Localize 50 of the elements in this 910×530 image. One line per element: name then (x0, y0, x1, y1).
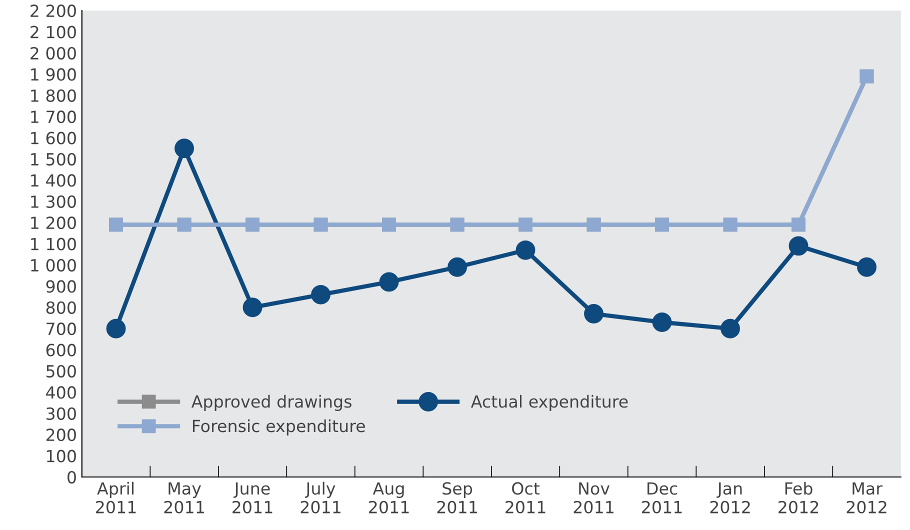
point (652, 312, 672, 332)
y-tick-label: 600 (46, 344, 76, 356)
y-tick-label: 1 800 (31, 89, 76, 102)
y-tick-label: 1 400 (31, 174, 76, 187)
y-tick-label: 200 (46, 428, 76, 442)
point (311, 284, 330, 304)
y-tick-label: 1 100 (31, 238, 76, 250)
y-tick-label: 1 900 (31, 68, 76, 81)
point (516, 240, 536, 260)
y-tick-label: 900 (46, 280, 76, 293)
y-tick-label: 300 (46, 407, 76, 420)
x-tick-label: May 2011 (164, 482, 204, 514)
legend-label: Approved drawings (191, 394, 352, 412)
legend-label: Actual expenditure (470, 394, 628, 412)
y-tick-label: 1 200 (31, 216, 76, 230)
point (379, 272, 399, 292)
point (106, 318, 126, 338)
y-tick-label: 100 (47, 450, 76, 462)
y-tick-label: 1 500 (31, 152, 76, 166)
y-tick-label: 1 600 (31, 132, 76, 144)
x-tick-label: Oct 2011 (506, 482, 546, 514)
y-tick-label: 1 700 (31, 110, 76, 124)
x-tick-label: Aug 2011 (369, 482, 409, 514)
x-tick-label: Feb 2012 (778, 482, 818, 514)
y-tick-label: 500 (46, 364, 76, 378)
point (584, 304, 604, 324)
x-tick-label: Dec 2011 (642, 482, 682, 514)
y-tick-label: 2 000 (30, 46, 76, 60)
x-tick-label: Sep 2011 (437, 482, 477, 514)
point (857, 257, 876, 277)
legend-label: Forensic expenditure (192, 419, 365, 436)
point (242, 298, 262, 318)
x-tick-label: Jan 2012 (710, 482, 750, 514)
y-tick-label: 0 (68, 470, 76, 484)
y-tick-label: 400 (46, 386, 76, 399)
x-tick-label: July 2011 (300, 482, 340, 514)
y-tick-label: 800 (46, 301, 76, 314)
x-tick-label: Nov 2011 (574, 482, 614, 514)
point (788, 236, 808, 256)
y-tick-label: 1 000 (31, 258, 76, 272)
x-tick-label: June 2011 (232, 482, 272, 514)
point (174, 138, 194, 158)
y-tick-label: 2 200 (30, 4, 76, 18)
x-tick-label: Mar 2012 (846, 482, 886, 514)
y-tick-label: 700 (46, 322, 76, 336)
point (720, 318, 740, 338)
y-tick-label: 1 300 (31, 195, 76, 208)
x-tick-label: April 2011 (96, 482, 136, 514)
y-tick-label: 2 100 (30, 26, 76, 38)
point (448, 257, 467, 277)
